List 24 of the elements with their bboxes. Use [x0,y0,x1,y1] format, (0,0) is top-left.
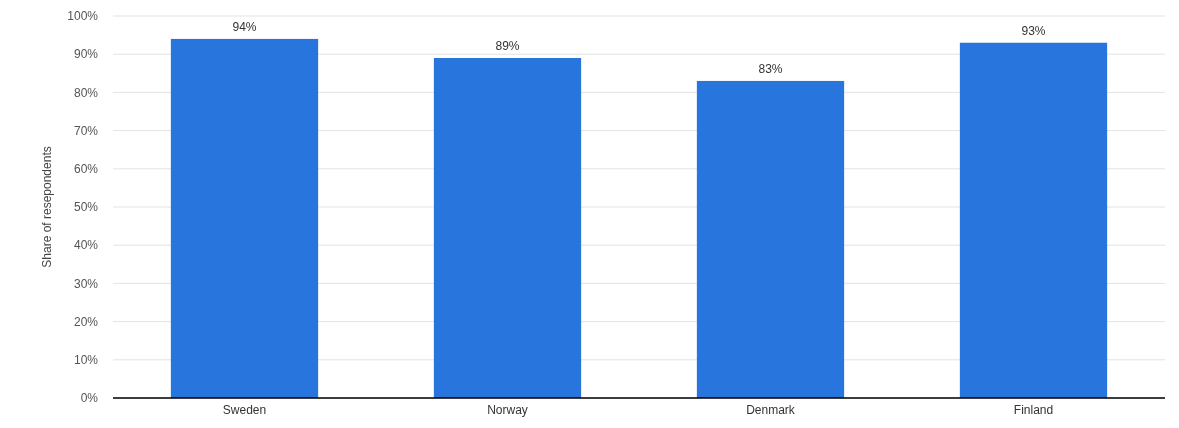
x-tick-label: Sweden [222,403,267,417]
data-label: 93% [1021,23,1046,38]
y-tick-label: 60% [73,162,99,176]
y-axis-title: Share of resepondents [40,146,54,268]
bar [959,42,1108,398]
data-label: 94% [232,19,257,34]
y-tick-label: 90% [73,47,99,62]
x-tick-label: Finland [1013,403,1054,417]
bar [433,58,582,398]
y-tick-label: 10% [73,353,99,367]
bar [170,38,319,398]
y-tick-label: 20% [73,314,99,329]
data-label: 89% [495,39,520,54]
y-tick-label: 40% [73,238,99,253]
y-tick-label: 70% [73,123,99,138]
bar [696,80,845,398]
data-label: 83% [758,61,783,76]
y-tick-label: 80% [73,85,99,100]
x-tick-label: Norway [487,403,528,417]
y-tick-label: 0% [80,391,99,406]
y-tick-label: 30% [73,276,99,291]
y-tick-label: 100% [67,9,99,24]
y-tick-label: 50% [73,200,99,215]
x-tick-label: Denmark [746,403,796,417]
